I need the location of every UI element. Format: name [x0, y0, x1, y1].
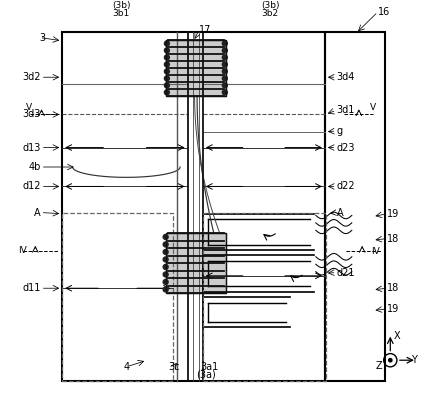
Text: (3a): (3a): [196, 370, 216, 380]
Text: IV: IV: [18, 247, 27, 255]
Text: 3: 3: [39, 33, 46, 43]
Bar: [166, 233, 226, 293]
Text: V: V: [26, 103, 32, 112]
Text: 3b1: 3b1: [113, 10, 130, 18]
Text: d21: d21: [337, 268, 355, 278]
Bar: [62, 212, 173, 381]
Circle shape: [163, 265, 168, 270]
Text: 18: 18: [387, 283, 399, 293]
Circle shape: [163, 234, 168, 240]
Circle shape: [164, 69, 169, 74]
Text: 3d3: 3d3: [22, 110, 41, 120]
Text: 4: 4: [123, 362, 129, 372]
Text: (3b): (3b): [112, 1, 131, 10]
Text: d23: d23: [337, 143, 355, 153]
Text: 17: 17: [199, 25, 211, 36]
Circle shape: [222, 90, 227, 95]
Circle shape: [163, 272, 168, 277]
Circle shape: [163, 280, 168, 284]
Circle shape: [164, 55, 169, 60]
Circle shape: [164, 62, 169, 67]
Text: d12: d12: [22, 181, 41, 191]
Text: Y: Y: [411, 355, 417, 365]
Text: 3d2: 3d2: [22, 72, 41, 82]
Text: 3a1: 3a1: [200, 362, 218, 372]
Bar: [166, 40, 226, 96]
Circle shape: [163, 250, 168, 255]
Circle shape: [222, 48, 227, 53]
Text: d22: d22: [337, 181, 355, 191]
Text: 3d1: 3d1: [337, 105, 355, 115]
Text: 19: 19: [387, 209, 399, 219]
Text: 18: 18: [387, 234, 399, 244]
Text: 3c: 3c: [168, 362, 180, 372]
Text: 3d4: 3d4: [337, 72, 355, 82]
Circle shape: [222, 69, 227, 74]
Bar: [325, 32, 385, 381]
Text: A: A: [34, 207, 41, 217]
Text: g: g: [337, 126, 342, 136]
Text: 19: 19: [387, 304, 399, 314]
Bar: [166, 233, 226, 293]
Circle shape: [164, 83, 169, 88]
Text: A: A: [337, 207, 343, 217]
Text: 16: 16: [378, 7, 390, 17]
Text: (3b): (3b): [261, 1, 280, 10]
Bar: [166, 40, 226, 96]
Circle shape: [163, 257, 168, 262]
Circle shape: [222, 41, 227, 46]
Circle shape: [164, 76, 169, 81]
Text: 4b: 4b: [28, 162, 41, 172]
Text: X: X: [394, 331, 400, 341]
Circle shape: [163, 242, 168, 247]
Circle shape: [164, 48, 169, 53]
Text: IV: IV: [371, 247, 380, 256]
Text: Z: Z: [375, 361, 382, 371]
Circle shape: [164, 41, 169, 46]
Text: d11: d11: [22, 283, 41, 293]
Circle shape: [222, 62, 227, 67]
Circle shape: [222, 55, 227, 60]
Text: d13: d13: [22, 143, 41, 153]
Circle shape: [222, 83, 227, 88]
Circle shape: [163, 287, 168, 292]
Circle shape: [164, 90, 169, 95]
Text: V: V: [369, 103, 376, 112]
Circle shape: [389, 359, 392, 362]
Text: 3b2: 3b2: [262, 10, 279, 18]
Bar: [62, 32, 325, 381]
Circle shape: [222, 76, 227, 81]
Bar: [203, 212, 326, 381]
